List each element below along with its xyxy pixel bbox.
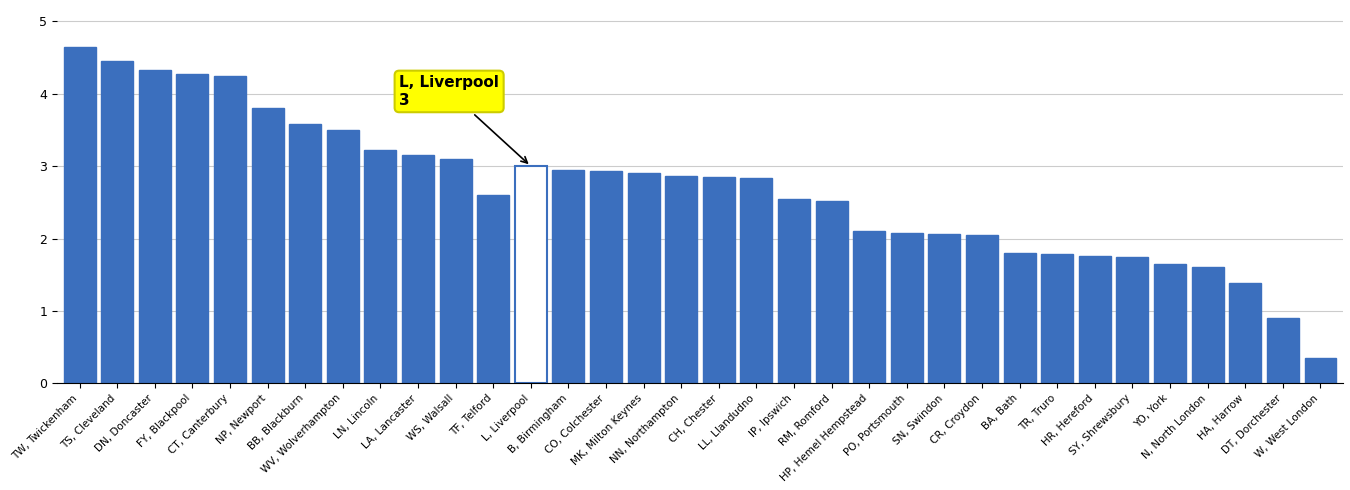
Bar [1003,253,1035,383]
Bar [740,178,772,383]
Bar [853,231,886,383]
Bar [703,177,734,383]
Bar [327,130,359,383]
Bar [478,195,509,383]
Bar [402,154,433,383]
Bar [1266,318,1299,383]
Bar [1079,256,1111,383]
Bar [1304,358,1336,383]
Bar [552,170,585,383]
Bar [514,166,547,383]
Bar [1230,283,1261,383]
Bar [929,234,960,383]
Bar [251,108,284,383]
Bar [815,201,848,383]
Bar [101,61,134,383]
Bar [1154,264,1187,383]
Bar [1041,254,1073,383]
Bar [177,74,208,383]
Bar [63,47,96,383]
Bar [1192,268,1223,383]
Bar [440,159,471,383]
Bar [666,175,697,383]
Bar [364,150,397,383]
Bar [778,199,810,383]
Text: L, Liverpool
3: L, Liverpool 3 [400,75,528,163]
Bar [628,173,660,383]
Bar [1116,257,1149,383]
Bar [891,233,923,383]
Bar [967,235,998,383]
Bar [590,171,622,383]
Bar [139,70,170,383]
Bar [215,75,246,383]
Bar [289,124,321,383]
